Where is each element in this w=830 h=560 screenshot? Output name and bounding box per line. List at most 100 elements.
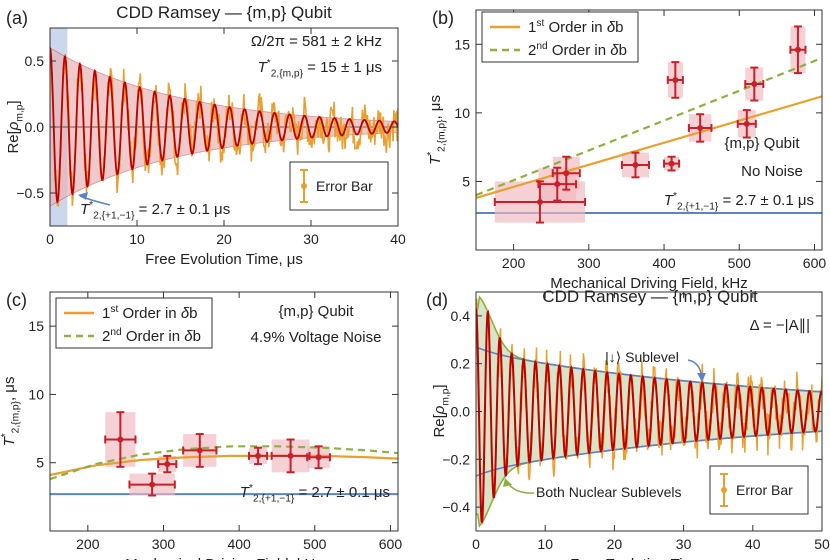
text-span: , μs <box>1 377 18 401</box>
y-tick-label: −0.2 <box>442 451 470 467</box>
x-axis-label: Mechanical Driving Field, kHz <box>125 556 323 560</box>
text-span: 2,{m,p} <box>271 69 304 80</box>
series-second-order <box>476 56 822 197</box>
text-span: * <box>673 191 677 202</box>
text-span: 2 <box>528 42 536 59</box>
text-span: b <box>189 305 197 322</box>
noise-text: 4.9% Voltage Noise <box>251 329 382 346</box>
panel-b: 200 300 400 500 600 5 10 15 Mechanical Driving F… <box>426 8 826 292</box>
x-tick-label: 50 <box>814 536 830 552</box>
text-span: T <box>664 192 675 209</box>
text-span: 2,{+1,−1} <box>93 211 135 222</box>
legend-label: Error Bar <box>316 178 373 194</box>
legend-label: 1st Order in δb <box>528 18 624 36</box>
text-span: Order in <box>544 19 607 36</box>
text-span: T <box>240 484 251 501</box>
text-span: m,p <box>15 104 26 121</box>
text-span: T <box>1 435 18 446</box>
legend-box <box>481 11 639 63</box>
text-span: * <box>426 152 437 156</box>
x-tick-label: 0 <box>472 536 480 552</box>
panel-label: (d) <box>426 290 448 310</box>
qubit-text: {m,p} Qubit <box>724 135 800 152</box>
text-span: * <box>0 433 11 437</box>
text-span: Order in <box>118 305 181 322</box>
panel-label: (c) <box>6 290 27 310</box>
y-tick-label: 15 <box>454 36 470 52</box>
legend-marker <box>721 487 727 493</box>
y-axis-label: T*2,{m,p}, μs <box>0 377 22 447</box>
x-tick-label: 200 <box>76 536 100 552</box>
legend-label: Error Bar <box>736 482 793 498</box>
text-span: Order in <box>548 42 611 59</box>
y-tick-label: 0.2 <box>451 356 471 372</box>
legend-box <box>55 297 213 349</box>
x-tick-label: 600 <box>803 255 827 271</box>
y-tick-label: 0.0 <box>25 119 45 135</box>
text-span: * <box>89 200 93 211</box>
sublevel-arrowhead <box>697 373 706 382</box>
data-point <box>668 160 675 167</box>
series-first-order <box>476 95 822 199</box>
panel-c: 200 300 400 500 600 5 10 15 Mechanical Driving F… <box>0 290 402 560</box>
qubit-text: {m,p} Qubit <box>278 303 354 320</box>
x-tick-label: 600 <box>379 536 403 552</box>
plot-area <box>50 28 398 226</box>
plot-area <box>476 25 822 224</box>
x-tick-label: 30 <box>676 536 692 552</box>
text-span: δ <box>607 19 616 36</box>
both-annotation: Both Nuclear Sublevels <box>536 484 682 500</box>
legend-label: 2nd Order in δb <box>102 327 201 345</box>
x-tick-label: 20 <box>216 231 232 247</box>
data-point <box>632 161 639 168</box>
data-point <box>255 452 262 459</box>
text-span: = 2.7 ± 0.1 μs <box>718 192 814 209</box>
x-axis-label: Free Evolution Time, μs <box>145 251 303 268</box>
text-span: 2,{m,p} <box>437 119 448 152</box>
text-span: = 2.7 ± 0.1 μs <box>135 201 231 218</box>
text-span: nd <box>536 41 548 52</box>
text-span: * <box>249 483 253 494</box>
x-tick-label: 500 <box>303 536 327 552</box>
ref-annotation: T*2,{+1,−1} = 2.7 ± 0.1 μs <box>240 483 390 505</box>
noise-text: No Noise <box>741 163 803 180</box>
both-arrowhead <box>503 478 512 487</box>
text-span: Re[ <box>431 413 448 437</box>
x-tick-label: 200 <box>502 255 526 271</box>
y-tick-label: 0.5 <box>25 53 45 69</box>
text-span: ] <box>431 384 448 388</box>
data-point <box>672 76 679 83</box>
sublevel-annotation: |↓⟩ Sublevel <box>605 349 679 365</box>
x-tick-label: 0 <box>46 231 54 247</box>
text-span: b <box>193 328 201 345</box>
x-tick-label: 20 <box>607 536 623 552</box>
legend-marker <box>301 183 307 189</box>
text-span: 2,{+1,−1} <box>253 494 295 505</box>
text-span: T <box>258 59 269 76</box>
fit-series <box>50 47 398 204</box>
y-tick-label: 15 <box>28 318 44 334</box>
y-tick-label: 10 <box>454 105 470 121</box>
plot-area <box>476 295 822 528</box>
data-point <box>554 181 561 188</box>
text-span: 1 <box>102 305 110 322</box>
data-point <box>794 46 801 53</box>
y-tick-label: −0.5 <box>16 185 44 201</box>
text-span: m,p <box>441 388 452 405</box>
y-axis-label: Re[ρm,p] <box>5 100 26 153</box>
data-point <box>164 461 171 468</box>
text-span: T <box>80 201 91 218</box>
chart-title: CDD Ramsey — {m,p} Qubit <box>116 3 332 22</box>
y-axis-label: T*2,{m,p}, μs <box>426 95 448 165</box>
x-axis-label: Free Evolution Time, μs <box>570 556 728 560</box>
y-tick-label: −0.4 <box>442 499 470 515</box>
text-span: st <box>110 304 118 315</box>
text-span: 2 <box>102 328 110 345</box>
x-tick-label: 10 <box>129 231 145 247</box>
x-tick-label: 400 <box>227 536 251 552</box>
data-point <box>563 170 570 177</box>
y-tick-label: 5 <box>36 455 44 471</box>
data-point <box>149 481 156 488</box>
text-span: 2,{+1,−1} <box>677 202 719 213</box>
